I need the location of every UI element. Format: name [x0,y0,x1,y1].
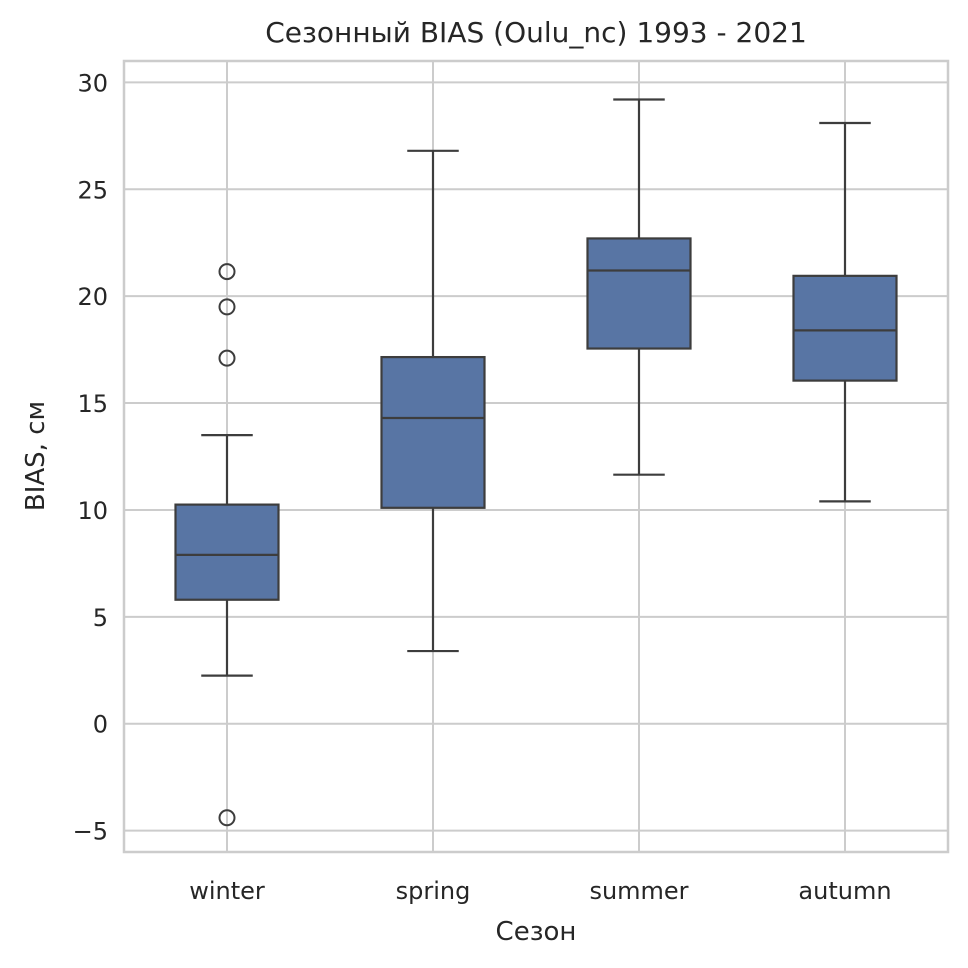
y-tick-label: 30 [77,69,108,97]
box-winter [174,263,280,827]
y-tick-label: 5 [93,604,108,632]
box-spring [380,149,486,653]
box-plots [174,98,898,827]
y-tick-label: 20 [77,283,108,311]
x-tick-label: summer [589,877,688,905]
y-tick-label: 25 [77,176,108,204]
iqr-box [380,355,486,509]
x-tick-label: winter [189,877,265,905]
iqr-box [586,237,692,350]
outlier-point [218,809,236,827]
outlier-point [218,263,236,281]
outlier-point [218,349,236,367]
tick-labels: −5 0 5 10 15 20 25 30 winter spring summer autumn [73,69,892,905]
iqr-box [174,503,280,601]
iqr-box [792,274,898,382]
y-tick-label: 15 [77,390,108,418]
x-axis-label: Сезон [496,917,577,947]
y-tick-label: −5 [73,818,108,846]
x-tick-label: spring [396,877,471,905]
plot-frame [122,59,950,854]
x-tick-label: autumn [798,877,891,905]
y-tick-label: 10 [77,497,108,525]
chart-title: Сезонный BIAS (Oulu_nc) 1993 - 2021 [265,16,807,49]
box-summer [586,98,692,476]
y-axis-label: BIAS, см [21,401,51,511]
box-autumn [792,121,898,503]
outlier-point [218,298,236,316]
grid [124,61,948,852]
y-tick-label: 0 [93,711,108,739]
